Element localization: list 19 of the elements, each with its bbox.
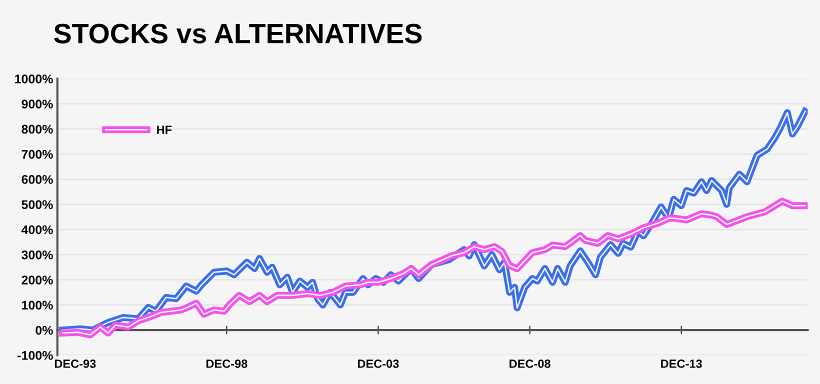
x-tick-label: DEC-93 — [54, 360, 96, 368]
y-tick-label: 800% — [22, 124, 53, 134]
y-tick-label: -100% — [18, 351, 53, 360]
y-tick-label: 500% — [22, 200, 53, 210]
y-tick-label: 700% — [22, 150, 53, 159]
y-tick-label: 100% — [22, 300, 53, 310]
x-tick-label: DEC-98 — [206, 360, 248, 368]
y-tick-label: 300% — [22, 250, 53, 260]
y-tick-label: 900% — [22, 100, 53, 109]
x-tick-label: DEC-08 — [510, 360, 550, 368]
y-tick-label: 200% — [22, 276, 53, 284]
x-tick-label: DEC-13 — [661, 360, 702, 368]
y-tick-label: 0% — [36, 326, 53, 335]
legend-label: HF — [157, 126, 172, 134]
x-tick-label: DEC-03 — [358, 360, 399, 368]
chart-title: STOCKS vs ALTERNATIVES — [54, 24, 422, 44]
y-tick-label: 600% — [22, 175, 53, 184]
y-tick-label: 1000% — [15, 74, 53, 84]
y-tick-label: 400% — [21, 225, 53, 234]
